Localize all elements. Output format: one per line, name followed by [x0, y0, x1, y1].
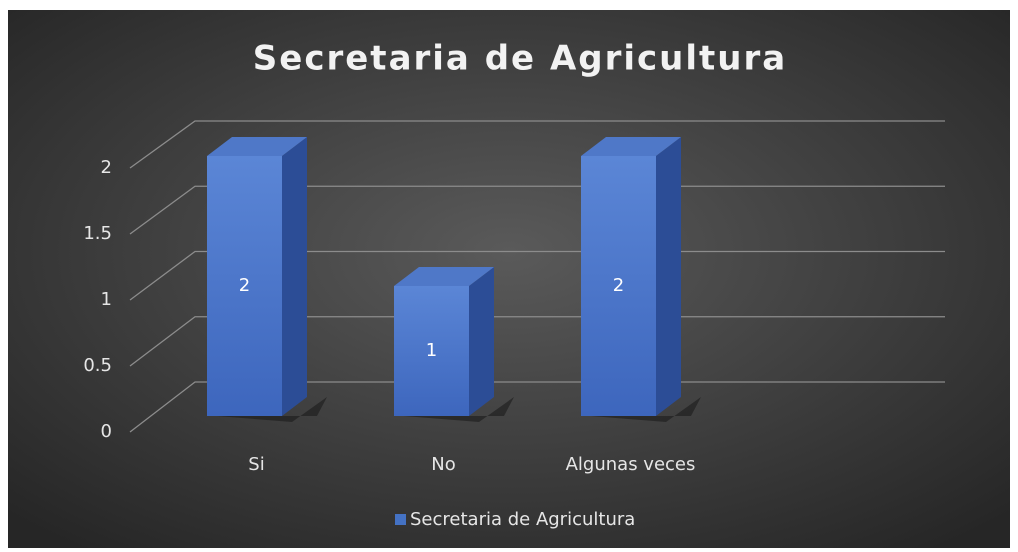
grid-line	[129, 381, 945, 433]
y-tick-label: 2	[101, 157, 112, 178]
y-tick-label: 1	[101, 289, 112, 310]
bar-side	[282, 137, 307, 416]
bar-side	[656, 137, 681, 416]
bar-top	[581, 137, 681, 156]
bar-top	[394, 267, 494, 286]
data-label: 2	[613, 275, 624, 296]
legend-swatch	[395, 514, 406, 525]
bar-side	[469, 267, 494, 416]
bar	[581, 156, 656, 416]
bar	[207, 156, 282, 416]
bar-shadow	[591, 397, 701, 422]
y-tick-label: 1.5	[83, 223, 112, 244]
bar-top	[207, 137, 307, 156]
bar-shadow	[217, 397, 327, 422]
x-tick-label: Algunas veces	[566, 454, 696, 475]
grid-line	[129, 250, 945, 301]
y-tick-label: 0.5	[83, 355, 112, 376]
grid-line	[129, 185, 945, 235]
chart-background	[8, 10, 1010, 548]
y-tick-label: 0	[101, 421, 112, 442]
chart-title: Secretaria de Agricultura	[253, 39, 787, 79]
grid-line	[129, 316, 945, 367]
data-label: 2	[239, 275, 250, 296]
data-label: 1	[426, 340, 437, 361]
bar-shadow	[404, 397, 514, 422]
x-tick-label: No	[431, 454, 455, 475]
legend-label: Secretaria de Agricultura	[410, 509, 635, 530]
x-tick-label: Si	[248, 454, 264, 475]
grid-line	[129, 120, 945, 169]
bar	[394, 286, 469, 416]
